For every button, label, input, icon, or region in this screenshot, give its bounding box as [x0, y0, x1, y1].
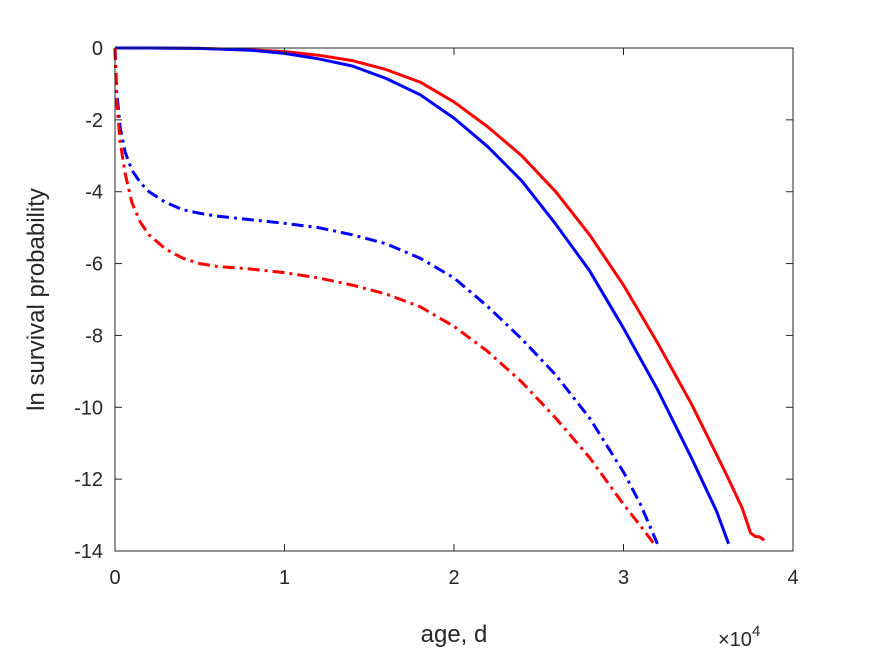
- x-axis-exponent-base: ×10: [718, 629, 752, 651]
- y-tick-label: -10: [74, 397, 103, 419]
- series-layer: [113, 46, 766, 545]
- y-tick-label: -4: [85, 182, 103, 204]
- series-line-2-solid: [115, 46, 731, 545]
- x-tick-label: 1: [279, 567, 290, 589]
- plot-area: [115, 48, 793, 551]
- y-axis-title: ln survival probability: [23, 188, 50, 411]
- x-tick-label: 2: [448, 567, 459, 589]
- y-tick-label: -12: [74, 469, 103, 491]
- y-tick-label: -8: [85, 325, 103, 347]
- axes-layer: 0 1 2 3 4 0 -2 -4 -6 -8 -10 -12 -14: [74, 38, 798, 589]
- series-line-3-dashdot: [113, 47, 659, 545]
- x-axis-exponent-power: 4: [752, 623, 760, 640]
- x-tick-label: 0: [109, 567, 120, 589]
- x-axis-exponent-label: ×104: [718, 623, 760, 651]
- y-tick-label: -2: [85, 110, 103, 132]
- x-axis-title: age, d: [421, 621, 488, 648]
- y-tick-label: -6: [85, 254, 103, 276]
- plot-background: [115, 48, 793, 551]
- x-tick-label: 4: [787, 567, 798, 589]
- y-tick-label: -14: [74, 541, 103, 563]
- series-line-4-dashdot: [113, 47, 656, 545]
- y-tick-label: 0: [92, 38, 103, 60]
- x-tick-label: 3: [618, 567, 629, 589]
